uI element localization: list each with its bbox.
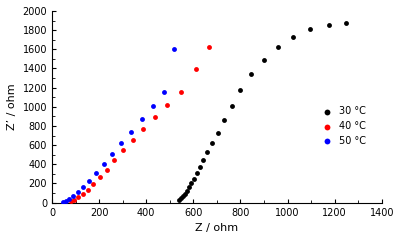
30 °C <box>228 104 235 108</box>
40 °C <box>96 175 103 179</box>
40 °C <box>111 159 117 162</box>
50 °C <box>118 141 124 145</box>
50 °C <box>66 197 73 201</box>
40 °C <box>79 192 86 196</box>
30 °C <box>326 23 332 27</box>
30 °C <box>275 45 282 49</box>
30 °C <box>209 141 215 145</box>
Y-axis label: Z’ / ohm: Z’ / ohm <box>7 84 17 130</box>
50 °C <box>128 130 134 134</box>
30 °C <box>196 165 203 169</box>
30 °C <box>261 58 267 62</box>
30 °C <box>176 198 182 202</box>
40 °C <box>192 67 199 71</box>
50 °C <box>171 47 178 51</box>
30 °C <box>290 35 297 39</box>
40 °C <box>120 149 126 152</box>
30 °C <box>193 172 200 175</box>
30 °C <box>188 181 194 185</box>
50 °C <box>63 199 69 203</box>
30 °C <box>200 158 207 162</box>
40 °C <box>140 127 147 131</box>
40 °C <box>130 138 136 142</box>
50 °C <box>161 90 167 94</box>
50 °C <box>59 200 66 204</box>
30 °C <box>204 150 211 154</box>
30 °C <box>221 118 227 122</box>
50 °C <box>93 171 99 175</box>
50 °C <box>138 117 145 121</box>
40 °C <box>85 188 91 192</box>
30 °C <box>237 88 244 91</box>
Legend: 30 °C, 40 °C, 50 °C: 30 °C, 40 °C, 50 °C <box>313 102 371 150</box>
40 °C <box>68 199 74 203</box>
50 °C <box>150 104 156 108</box>
30 °C <box>183 189 190 192</box>
30 °C <box>343 22 350 25</box>
50 °C <box>109 152 115 156</box>
X-axis label: Z / ohm: Z / ohm <box>195 223 239 233</box>
30 °C <box>248 72 254 76</box>
30 °C <box>185 185 192 189</box>
40 °C <box>75 195 81 199</box>
30 °C <box>307 27 313 31</box>
40 °C <box>152 115 158 119</box>
50 °C <box>80 185 86 189</box>
50 °C <box>100 162 107 166</box>
40 °C <box>103 168 110 172</box>
30 °C <box>190 177 197 180</box>
30 °C <box>215 131 221 135</box>
50 °C <box>70 194 77 198</box>
40 °C <box>90 182 96 186</box>
40 °C <box>178 90 184 94</box>
30 °C <box>181 192 188 195</box>
30 °C <box>180 194 186 198</box>
40 °C <box>71 198 77 202</box>
30 °C <box>178 196 184 200</box>
50 °C <box>75 190 81 194</box>
40 °C <box>164 103 171 107</box>
40 °C <box>205 45 212 49</box>
50 °C <box>86 179 92 182</box>
